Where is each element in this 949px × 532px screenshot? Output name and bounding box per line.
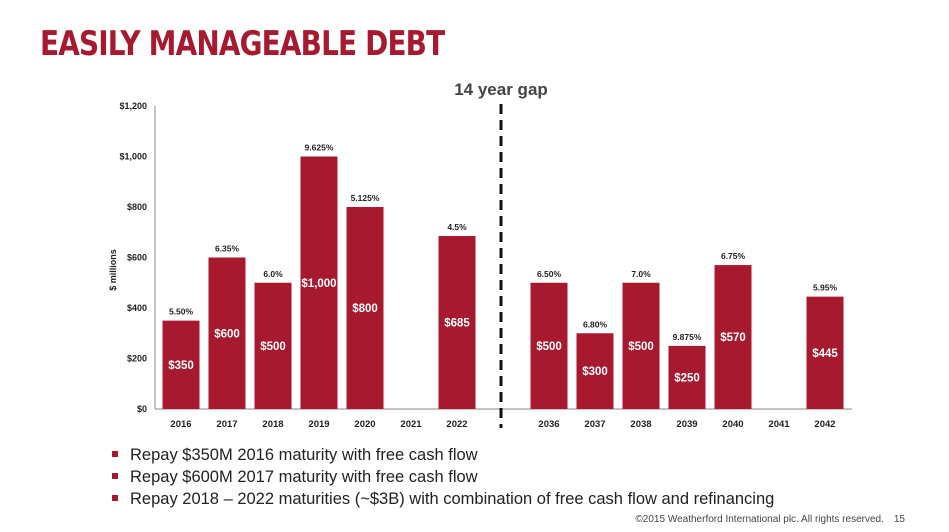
x-tick-label: 2041 (768, 419, 790, 430)
value-label: $500 (628, 341, 654, 353)
y-tick-label: $200 (127, 354, 147, 364)
bullet-text: Repay $600M 2017 maturity with free cash… (130, 468, 478, 486)
value-label: $445 (812, 348, 838, 360)
bullet-list: Repay $350M 2016 maturity with free cash… (112, 444, 774, 510)
gap-label: 14 year gap (454, 80, 548, 99)
rate-label: 6.75% (721, 251, 746, 261)
bullet-text: Repay 2018 – 2022 maturities (~$3B) with… (130, 490, 775, 508)
x-tick-label: 2018 (262, 419, 283, 430)
rate-label: 6.80% (583, 319, 608, 329)
y-tick-label: $400 (127, 303, 147, 313)
bullet-square-icon (112, 494, 118, 501)
rate-label: 5.50% (169, 307, 194, 317)
value-label: $600 (214, 328, 240, 340)
bar (346, 207, 384, 409)
bullet-item: Repay $600M 2017 maturity with free cash… (112, 466, 774, 488)
rate-label: 5.125% (351, 193, 380, 203)
footer: ©2015 Weatherford International plc. All… (635, 514, 905, 525)
x-tick-label: 2019 (308, 419, 329, 430)
page-number: 15 (893, 514, 905, 525)
bullet-item: Repay 2018 – 2022 maturities (~$3B) with… (112, 488, 774, 510)
bar (438, 236, 476, 409)
bar (300, 156, 338, 409)
x-tick-label: 2038 (630, 419, 651, 430)
debt-maturity-chart: $0 $200 $400 $600 $800 $1,000 $1,200 $ millions… (108, 80, 852, 430)
bar (806, 296, 844, 409)
bar (622, 282, 660, 409)
y-axis-title: $ millions (108, 249, 118, 291)
rate-label: 6.50% (537, 269, 562, 279)
y-tick-label: $800 (127, 202, 147, 212)
x-tick-label: 2039 (676, 419, 697, 430)
x-tick-label: 2022 (446, 419, 467, 430)
bar (714, 265, 752, 409)
y-tick-label: $1,000 (119, 152, 147, 162)
slide-title: EASILY MANAGEABLE DEBT (40, 24, 445, 64)
rate-label: 5.95% (813, 283, 838, 293)
bar (668, 345, 706, 409)
bar (576, 333, 614, 409)
rate-label: 9.625% (305, 143, 334, 153)
rate-label: 4.5% (447, 222, 467, 232)
x-tick-label: 2036 (538, 419, 559, 430)
bullet-text: Repay $350M 2016 maturity with free cash… (130, 446, 478, 464)
value-label: $500 (260, 341, 286, 353)
x-tick-label: 2040 (722, 419, 743, 430)
bullet-square-icon (112, 472, 118, 479)
bullet-square-icon (112, 450, 118, 457)
value-label: $1,000 (301, 278, 336, 290)
value-label: $500 (536, 341, 562, 353)
x-tick-label: 2017 (216, 419, 237, 430)
value-label: $800 (352, 303, 378, 315)
value-label: $250 (674, 372, 700, 384)
bar (208, 257, 246, 409)
value-label: $685 (444, 318, 470, 330)
value-label: $350 (168, 360, 194, 372)
rate-label: 7.0% (631, 269, 651, 279)
x-tick-label: 2016 (170, 419, 191, 430)
bar (162, 320, 200, 409)
x-tick-label: 2021 (400, 419, 422, 430)
x-tick-label: 2020 (354, 419, 375, 430)
y-tick-label: $1,200 (119, 101, 147, 111)
rate-label: 9.875% (673, 332, 702, 342)
bullet-item: Repay $350M 2016 maturity with free cash… (112, 444, 774, 466)
y-tick-label: $600 (127, 253, 147, 263)
value-label: $300 (582, 366, 608, 378)
rate-label: 6.0% (263, 269, 283, 279)
rate-label: 6.35% (215, 244, 240, 254)
y-tick-label: $0 (137, 404, 147, 414)
bar (254, 282, 292, 409)
copyright-text: ©2015 Weatherford International plc. All… (635, 514, 884, 525)
x-tick-label: 2037 (584, 419, 605, 430)
x-tick-label: 2042 (814, 419, 835, 430)
bar (530, 282, 568, 409)
value-label: $570 (720, 332, 746, 344)
